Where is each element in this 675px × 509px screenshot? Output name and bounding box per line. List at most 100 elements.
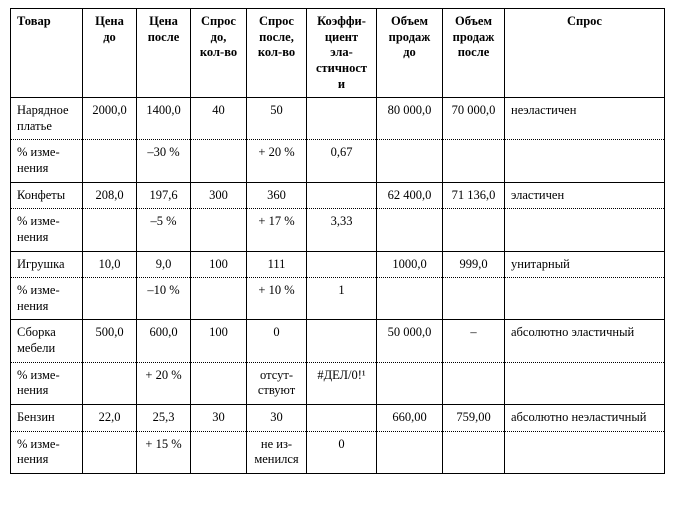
cell-spros: абсолютно не­эластичный xyxy=(505,404,665,431)
col-tovar: Товар xyxy=(11,9,83,98)
cell-price1: 208,0 xyxy=(83,182,137,209)
cell-spros xyxy=(505,140,665,182)
cell-price2: 197,6 xyxy=(137,182,191,209)
cell-tovar: % изме­нения xyxy=(11,362,83,404)
cell-vol2 xyxy=(443,209,505,251)
cell-vol1: 1000,0 xyxy=(377,251,443,278)
cell-tovar: Нарядное платье xyxy=(11,98,83,140)
cell-vol1 xyxy=(377,140,443,182)
cell-price2: + 15 % xyxy=(137,431,191,473)
cell-spros1: 100 xyxy=(191,251,247,278)
cell-tovar: Сборка мебели xyxy=(11,320,83,362)
cell-price2: 9,0 xyxy=(137,251,191,278)
table-row: % изме­нения–5 %+ 17 %3,33 xyxy=(11,209,665,251)
cell-price2: –5 % xyxy=(137,209,191,251)
col-price2: Цена после xyxy=(137,9,191,98)
cell-price1 xyxy=(83,278,137,320)
table-row: % изме­нения–10 %+ 10 %1 xyxy=(11,278,665,320)
cell-koef: 0 xyxy=(307,431,377,473)
cell-tovar: Конфеты xyxy=(11,182,83,209)
cell-vol1 xyxy=(377,362,443,404)
cell-vol1: 50 000,0 xyxy=(377,320,443,362)
cell-spros1 xyxy=(191,362,247,404)
cell-spros xyxy=(505,209,665,251)
cell-vol2: 70 000,0 xyxy=(443,98,505,140)
cell-price2: 1400,0 xyxy=(137,98,191,140)
cell-koef: #ДЕЛ/0!¹ xyxy=(307,362,377,404)
cell-koef xyxy=(307,182,377,209)
cell-spros1: 100 xyxy=(191,320,247,362)
cell-spros1: 30 xyxy=(191,404,247,431)
cell-spros2: + 20 % xyxy=(247,140,307,182)
cell-spros2: отсут­ствуют xyxy=(247,362,307,404)
cell-price1: 2000,0 xyxy=(83,98,137,140)
cell-vol1 xyxy=(377,209,443,251)
cell-spros1 xyxy=(191,209,247,251)
cell-price2: –30 % xyxy=(137,140,191,182)
cell-price2: 25,3 xyxy=(137,404,191,431)
header-row: Товар Цена до Цена после Спрос до, кол-в… xyxy=(11,9,665,98)
cell-spros2: 0 xyxy=(247,320,307,362)
cell-vol1: 80 000,0 xyxy=(377,98,443,140)
cell-spros2: 50 xyxy=(247,98,307,140)
cell-tovar: % изме­нения xyxy=(11,431,83,473)
cell-price1 xyxy=(83,140,137,182)
cell-vol2 xyxy=(443,362,505,404)
cell-tovar: Бензин xyxy=(11,404,83,431)
table-row: Нарядное платье2000,01400,0405080 000,07… xyxy=(11,98,665,140)
table-body: Нарядное платье2000,01400,0405080 000,07… xyxy=(11,98,665,474)
cell-spros1 xyxy=(191,140,247,182)
cell-spros2: 30 xyxy=(247,404,307,431)
cell-koef xyxy=(307,404,377,431)
cell-spros2: 111 xyxy=(247,251,307,278)
cell-vol1: 660,00 xyxy=(377,404,443,431)
cell-tovar: % изме­нения xyxy=(11,209,83,251)
col-vol1: Объем продаж до xyxy=(377,9,443,98)
cell-vol1 xyxy=(377,431,443,473)
col-price1: Цена до xyxy=(83,9,137,98)
cell-spros xyxy=(505,362,665,404)
cell-price1: 22,0 xyxy=(83,404,137,431)
cell-spros2: + 17 % xyxy=(247,209,307,251)
table-row: Сборка мебели500,0600,0100050 000,0–абсо… xyxy=(11,320,665,362)
cell-price1 xyxy=(83,362,137,404)
cell-vol2 xyxy=(443,278,505,320)
cell-spros: абсолютно эластичный xyxy=(505,320,665,362)
cell-koef xyxy=(307,98,377,140)
cell-vol1 xyxy=(377,278,443,320)
cell-vol2 xyxy=(443,140,505,182)
cell-price1 xyxy=(83,209,137,251)
cell-spros: неэластичен xyxy=(505,98,665,140)
cell-tovar: Игрушка xyxy=(11,251,83,278)
col-koef: Коэффи­циент эла­стичности xyxy=(307,9,377,98)
cell-spros xyxy=(505,278,665,320)
col-vol2: Объем продаж после xyxy=(443,9,505,98)
cell-spros2: не из­менил­ся xyxy=(247,431,307,473)
col-spros2: Спрос после, кол-во xyxy=(247,9,307,98)
cell-spros1: 300 xyxy=(191,182,247,209)
cell-spros xyxy=(505,431,665,473)
table-row: % изме­нения–30 %+ 20 %0,67 xyxy=(11,140,665,182)
cell-spros1 xyxy=(191,278,247,320)
cell-spros: унитарный xyxy=(505,251,665,278)
cell-spros2: + 10 % xyxy=(247,278,307,320)
cell-spros2: 360 xyxy=(247,182,307,209)
cell-vol2: 999,0 xyxy=(443,251,505,278)
cell-koef: 1 xyxy=(307,278,377,320)
cell-koef xyxy=(307,251,377,278)
col-spros: Спрос xyxy=(505,9,665,98)
cell-vol1: 62 400,0 xyxy=(377,182,443,209)
table-row: % изме­нения + 15 % не из­менил­ся0 xyxy=(11,431,665,473)
table-row: Игрушка10,09,0100111 1000,0999,0унитарный xyxy=(11,251,665,278)
table-row: % изме­нения+ 20 %отсут­ствуют#ДЕЛ/0!¹ xyxy=(11,362,665,404)
cell-koef xyxy=(307,320,377,362)
table-row: Конфеты208,0197,630036062 400,071 136,0э… xyxy=(11,182,665,209)
cell-price1: 10,0 xyxy=(83,251,137,278)
cell-vol2: 759,00 xyxy=(443,404,505,431)
cell-spros: эластичен xyxy=(505,182,665,209)
col-spros1: Спрос до, кол-во xyxy=(191,9,247,98)
cell-price2: 600,0 xyxy=(137,320,191,362)
cell-price2: –10 % xyxy=(137,278,191,320)
cell-price1 xyxy=(83,431,137,473)
cell-koef: 0,67 xyxy=(307,140,377,182)
